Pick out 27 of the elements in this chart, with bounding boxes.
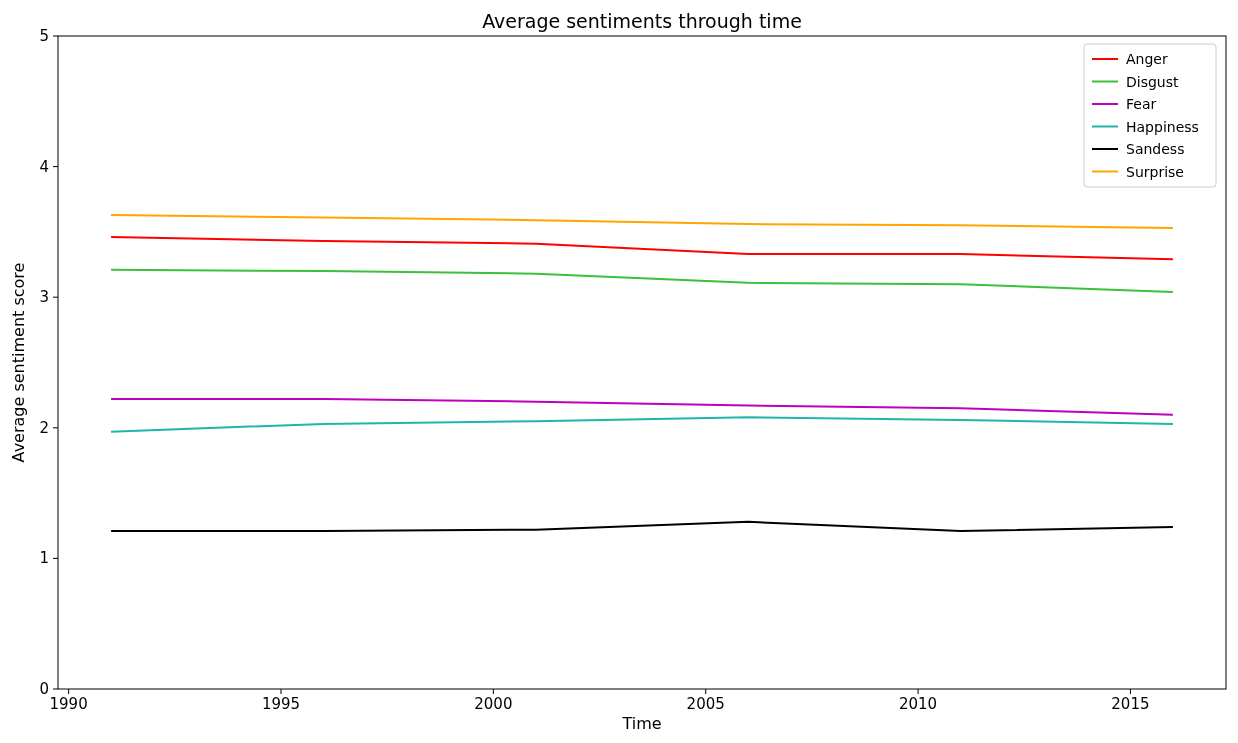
legend-label: Happiness [1126, 118, 1199, 135]
x-tick-label: 2005 [686, 695, 725, 713]
legend-label: Anger [1126, 51, 1168, 67]
y-tick-label: 4 [39, 157, 49, 176]
x-tick-label: 1995 [261, 695, 301, 713]
line-series [110, 236, 1174, 261]
x-tick-label: 2010 [898, 695, 938, 713]
y-tick-label: 1 [39, 549, 49, 568]
x-axis-title: Time [621, 714, 662, 733]
line-series [110, 398, 1174, 416]
y-tick-label: 3 [39, 288, 49, 307]
y-tick-label: 2 [39, 418, 49, 437]
legend-label: Disgust [1126, 73, 1180, 90]
y-tick-label: 0 [39, 680, 49, 698]
line-series [110, 416, 1174, 433]
line-series [110, 268, 1174, 293]
line-series [110, 520, 1174, 532]
y-axis-title: Average sentiment score [9, 262, 28, 463]
chart-title: Average sentiments through time [482, 10, 802, 32]
y-tick-label: 5 [39, 27, 49, 45]
legend-label: Fear [1126, 96, 1157, 112]
x-tick-label: 2000 [474, 695, 513, 713]
line-series [110, 213, 1174, 229]
legend-label: Sandess [1126, 141, 1185, 157]
x-tick-label: 1990 [49, 695, 88, 713]
legend-label: Surprise [1126, 163, 1184, 180]
x-tick-label: 2015 [1111, 695, 1150, 713]
